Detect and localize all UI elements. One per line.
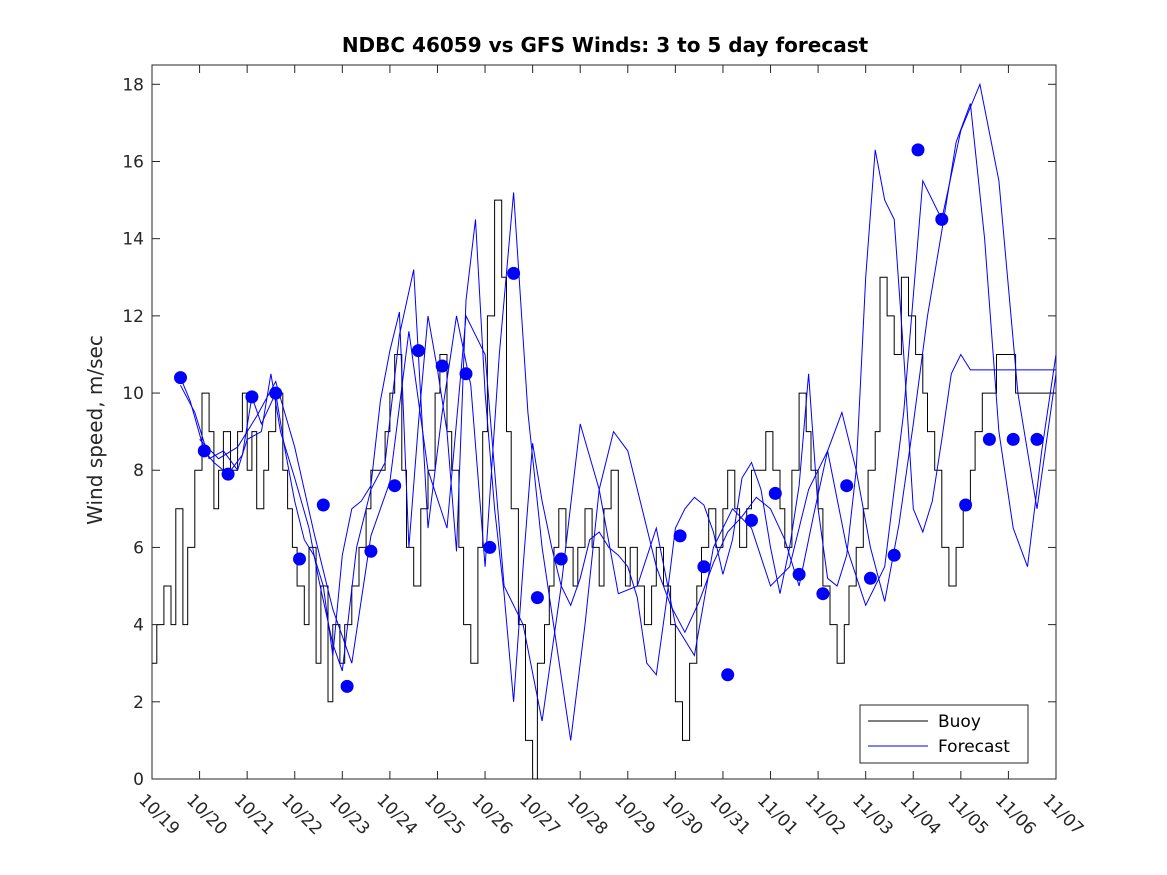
x-tick-label: 11/06 <box>991 790 1040 839</box>
forecast-point <box>673 529 687 543</box>
x-tick-label: 11/05 <box>943 790 992 839</box>
x-tick-label: 10/28 <box>563 790 612 839</box>
y-axis-label: Wind speed, m/sec <box>83 335 107 525</box>
forecast-point <box>459 367 473 381</box>
y-tick-label: 12 <box>122 307 144 327</box>
forecast-point <box>768 486 782 500</box>
forecast-run-line-2 <box>199 82 1057 722</box>
forecast-point <box>221 467 235 481</box>
forecast-run-line-1 <box>180 103 1057 741</box>
forecast-point <box>554 552 568 566</box>
forecast-point <box>745 513 758 527</box>
x-tick-label: 11/04 <box>896 790 945 839</box>
y-tick-label: 18 <box>122 75 144 95</box>
x-tick-label: 10/19 <box>134 790 183 839</box>
x-tick-label: 10/24 <box>372 790 421 839</box>
y-tick-label: 16 <box>122 152 144 172</box>
forecast-point <box>388 479 402 493</box>
x-tick-label: 10/23 <box>325 790 374 839</box>
y-tick-label: 0 <box>133 770 144 790</box>
forecast-point <box>982 432 996 446</box>
forecast-point <box>293 552 306 566</box>
forecast-point <box>697 560 711 574</box>
x-tick-label: 10/31 <box>705 790 754 839</box>
forecast-point <box>269 386 283 400</box>
x-tick-label: 10/27 <box>515 790 564 839</box>
x-tick-label: 10/30 <box>658 790 707 839</box>
forecast-point <box>863 571 877 585</box>
y-tick-label: 10 <box>122 384 144 404</box>
forecast-point <box>816 587 830 601</box>
series-layer <box>152 82 1057 780</box>
forecast-point <box>507 266 521 280</box>
x-tick-label: 10/26 <box>468 790 517 839</box>
forecast-point <box>1006 432 1020 446</box>
forecast-point <box>435 359 449 373</box>
forecast-point <box>245 390 259 404</box>
legend-buoy-label: Buoy <box>938 712 981 732</box>
x-tick-label: 10/29 <box>610 790 659 839</box>
forecast-series-line <box>180 149 1056 702</box>
chart-title: NDBC 46059 vs GFS Winds: 3 to 5 day fore… <box>342 33 869 57</box>
x-tick-label: 11/01 <box>753 790 802 839</box>
forecast-point <box>197 444 211 458</box>
x-tick-label: 11/07 <box>1038 790 1087 839</box>
forecast-point <box>174 371 187 385</box>
legend-box <box>859 704 1029 764</box>
forecast-point <box>721 668 735 682</box>
forecast-point <box>840 479 854 493</box>
legend: Buoy Forecast <box>859 704 1029 764</box>
x-tick-label: 11/02 <box>801 790 850 839</box>
y-tick-label: 4 <box>133 616 144 636</box>
forecast-point <box>911 143 925 157</box>
forecast-point <box>340 679 354 693</box>
forecast-point <box>483 540 497 554</box>
x-tick-label: 10/25 <box>420 790 469 839</box>
y-tick-label: 2 <box>133 693 144 713</box>
x-tick-label: 11/03 <box>848 790 897 839</box>
plot-area <box>151 64 1057 780</box>
buoy-series-line <box>152 199 1056 780</box>
forecast-point <box>792 567 806 581</box>
forecast-point <box>411 344 425 358</box>
forecast-point <box>530 591 544 605</box>
y-tick-label: 6 <box>133 538 144 558</box>
forecast-point <box>959 498 973 512</box>
forecast-point <box>364 544 378 558</box>
x-tick-label: 10/21 <box>230 790 279 839</box>
forecast-point <box>316 498 330 512</box>
legend-forecast-label: Forecast <box>938 737 1010 757</box>
y-tick-label: 14 <box>122 230 144 250</box>
forecast-point <box>887 548 901 562</box>
y-tick-label: 8 <box>133 461 144 481</box>
forecast-point <box>1030 432 1044 446</box>
forecast-point <box>935 212 949 226</box>
x-tick-label: 10/22 <box>277 790 326 839</box>
x-tick-label: 10/20 <box>182 790 231 839</box>
